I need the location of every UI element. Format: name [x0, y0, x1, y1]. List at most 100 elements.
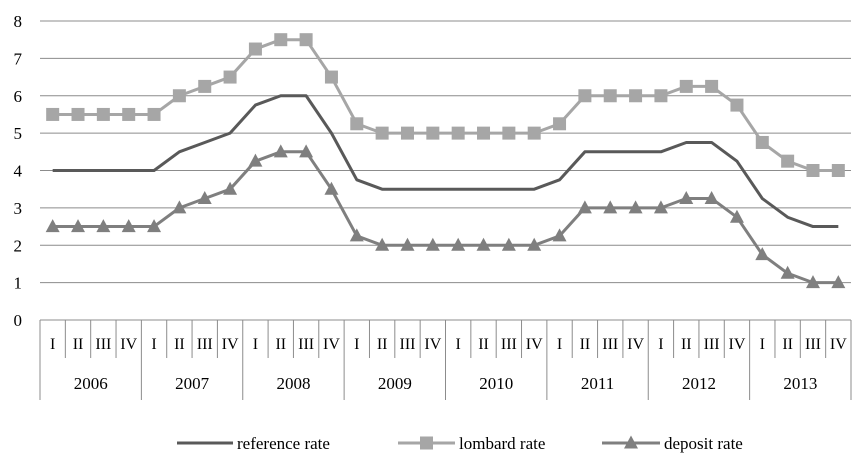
deposit-rate-point: [45, 219, 60, 233]
quarter-label: II: [377, 336, 388, 353]
deposit-rate-point: [628, 200, 643, 214]
lombard-rate-point: [806, 164, 820, 177]
y-tick-label: 1: [14, 274, 23, 293]
quarter-label: IV: [526, 336, 543, 353]
deposit-rate-point: [324, 181, 339, 195]
lombard-rate-point: [350, 117, 364, 131]
reference-rate-line: [52, 94, 839, 229]
deposit-rate-line: [52, 150, 839, 285]
legend-label: reference rate: [237, 434, 330, 453]
lombard-rate-point: [781, 154, 795, 168]
lombard-rate-point: [629, 89, 643, 103]
lombard-rate-point: [248, 42, 262, 56]
lombard-rate-point: [96, 107, 110, 121]
quarter-label: II: [174, 336, 185, 353]
deposit-rate-point: [805, 275, 820, 289]
lombard-rate-point: [223, 70, 237, 84]
legend-marker: [420, 436, 433, 450]
deposit-rate-point: [375, 237, 390, 251]
deposit-rate-point: [476, 237, 491, 251]
y-tick-label: 7: [14, 49, 23, 68]
legend-item-deposit-rate: deposit rate: [602, 434, 743, 453]
legend: reference rate lombard rate deposit rate: [177, 434, 743, 453]
lombard-rate-point: [730, 98, 744, 112]
year-label: 2008: [276, 374, 310, 393]
deposit-rate-point: [121, 219, 136, 233]
quarter-label: IV: [323, 336, 340, 353]
quarter-label: III: [95, 336, 111, 353]
lombard-rate-point: [527, 126, 541, 140]
quarter-label: I: [354, 336, 359, 353]
series-deposit-rate: [45, 144, 846, 289]
deposit-rate-point: [273, 144, 288, 158]
y-tick-label: 2: [14, 236, 23, 255]
deposit-rate-point: [197, 191, 212, 205]
deposit-rate-point: [172, 200, 187, 214]
deposit-rate-point: [451, 237, 466, 251]
lombard-rate-point: [477, 126, 491, 140]
year-label: 2010: [479, 374, 513, 393]
quarter-label: III: [704, 336, 720, 353]
deposit-rate-point: [71, 219, 86, 233]
y-tick-label: 0: [14, 311, 23, 330]
lombard-rate-point: [451, 126, 465, 140]
deposit-rate-point: [299, 144, 314, 158]
y-gridlines: [40, 20, 851, 321]
lombard-rate-point: [603, 89, 617, 103]
deposit-rate-point: [577, 200, 592, 214]
lombard-rate-point: [654, 89, 668, 103]
year-label: 2006: [74, 374, 108, 393]
y-tick-label: 6: [14, 87, 23, 106]
quarter-label: II: [275, 336, 286, 353]
legend-label: lombard rate: [459, 434, 545, 453]
lombard-rate-point: [299, 33, 313, 47]
deposit-rate-point: [96, 219, 111, 233]
year-label: 2012: [682, 374, 716, 393]
series-lombard-rate: [46, 33, 845, 177]
quarter-label: I: [658, 336, 663, 353]
deposit-rate-point: [349, 228, 364, 242]
deposit-rate-point: [527, 237, 542, 251]
x-axis: I II III IV I II III IV I II III IV I II III IV I II III IV…: [39, 320, 852, 400]
lombard-rate-point: [679, 79, 693, 93]
legend-marker: [624, 435, 638, 449]
quarter-label: II: [782, 336, 793, 353]
quarter-label: I: [760, 336, 765, 353]
deposit-rate-point: [831, 275, 846, 289]
deposit-rate-point: [425, 237, 440, 251]
lombard-rate-point: [324, 70, 338, 84]
quarter-label: III: [602, 336, 618, 353]
quarter-label: II: [681, 336, 692, 353]
lombard-rate-point: [172, 89, 186, 103]
lombard-rate-point: [46, 107, 60, 121]
quarter-label: III: [501, 336, 517, 353]
quarter-label: III: [399, 336, 415, 353]
legend-item-lombard-rate: lombard rate: [398, 434, 545, 453]
lombard-rate-point: [122, 107, 136, 121]
lombard-rate-point: [198, 79, 212, 93]
year-label: 2009: [378, 374, 412, 393]
legend-label: deposit rate: [664, 434, 743, 453]
legend-item-reference-rate: reference rate: [177, 434, 330, 453]
series-reference-rate: [52, 94, 839, 229]
lombard-rate-point: [831, 164, 845, 177]
y-tick-labels: 0 1 2 3 4 5 6 7 8: [14, 12, 23, 330]
deposit-rate-point: [400, 237, 415, 251]
lombard-rate-point: [705, 79, 719, 93]
quarter-label: IV: [222, 336, 239, 353]
deposit-rate-point: [552, 228, 567, 242]
lombard-rate-point: [71, 107, 85, 121]
deposit-rate-point: [755, 247, 770, 261]
lombard-rate-point: [400, 126, 414, 140]
deposit-rate-point: [653, 200, 668, 214]
deposit-rate-point: [729, 209, 744, 223]
quarter-label: III: [197, 336, 213, 353]
quarter-label: IV: [120, 336, 137, 353]
quarter-label: I: [557, 336, 562, 353]
lombard-rate-point: [426, 126, 440, 140]
lombard-rate-point: [755, 135, 769, 149]
quarter-label: I: [50, 336, 55, 353]
lombard-rate-line: [52, 38, 839, 172]
year-label: 2011: [581, 374, 614, 393]
